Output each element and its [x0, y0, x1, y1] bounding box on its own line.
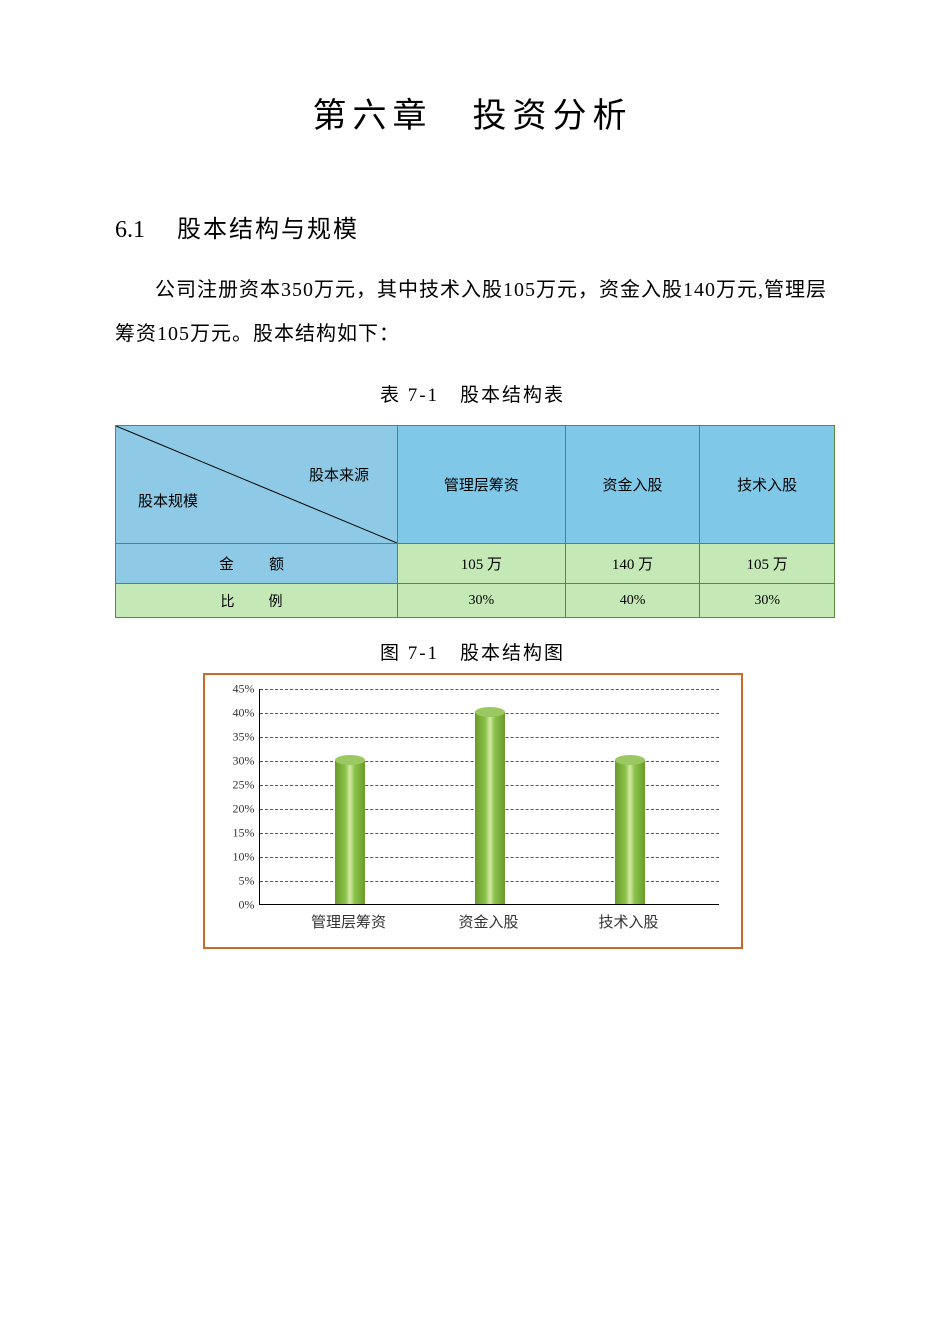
equity-table: 股本来源 股本规模 管理层筹资 资金入股 技术入股 金 额 105 万 140 …: [115, 425, 835, 618]
corner-label-scale: 股本规模: [138, 490, 198, 511]
table-cell: 105 万: [398, 544, 566, 584]
corner-label-source: 股本来源: [309, 464, 369, 485]
section-number: 6.1: [115, 217, 145, 244]
chart-bar: [615, 760, 645, 904]
table-cell: 30%: [398, 584, 566, 618]
gridline: [260, 689, 719, 690]
y-axis-labels: 0%5%10%15%20%25%30%35%40%45%: [223, 689, 257, 905]
x-tick-label: 资金入股: [458, 911, 518, 932]
chart-container: 0% 5% 10% 15% 20% 25% 30% 35% 40% 45% 管理层筹资 资金入股 技术…: [203, 673, 743, 949]
y-tick-label: 45%: [233, 682, 255, 697]
table-column-header: 管理层筹资: [398, 426, 566, 544]
y-tick-label: 30%: [233, 754, 255, 769]
y-tick-label: 10%: [233, 850, 255, 865]
body-paragraph: 公司注册资本350万元，其中技术入股105万元，资金入股140万元,管理层筹资1…: [115, 268, 830, 356]
chart-caption: 图 7-1 股本结构图: [115, 638, 830, 665]
table-column-header: 资金入股: [565, 426, 700, 544]
table-cell: 40%: [565, 584, 700, 618]
table-cell: 30%: [700, 584, 835, 618]
y-tick-label: 20%: [233, 802, 255, 817]
chapter-title: 第六章 投资分析: [115, 88, 830, 137]
y-tick-label: 0%: [239, 898, 255, 913]
x-tick-label: 技术入股: [598, 911, 658, 932]
y-tick-label: 35%: [233, 730, 255, 745]
chart-bar: [335, 760, 365, 904]
table-cell: 105 万: [700, 544, 835, 584]
table-cell: 140 万: [565, 544, 700, 584]
chart-bar: [475, 712, 505, 904]
x-tick-label: 管理层筹资: [311, 911, 386, 932]
y-tick-label: 40%: [233, 706, 255, 721]
table-caption: 表 7-1 股本结构表: [115, 380, 830, 407]
section-title: 股本结构与规模: [177, 209, 359, 244]
chart-area: 0%5%10%15%20%25%30%35%40%45% 管理层筹资资金入股技术…: [259, 689, 723, 937]
y-tick-label: 15%: [233, 826, 255, 841]
chart-plot: [259, 689, 719, 905]
table-column-header: 技术入股: [700, 426, 835, 544]
table-row-header-amount: 金 额: [116, 544, 398, 584]
table-corner-cell: 股本来源 股本规模: [116, 426, 398, 544]
y-tick-label: 25%: [233, 778, 255, 793]
y-tick-label: 5%: [239, 874, 255, 889]
table-row-header-ratio: 比 例: [116, 584, 398, 618]
section-header: 6.1 股本结构与规模: [115, 209, 830, 244]
